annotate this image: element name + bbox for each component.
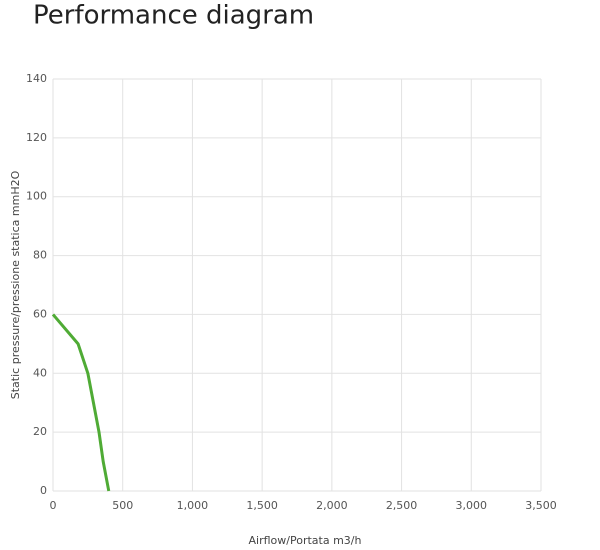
y-tick-label: 20 bbox=[33, 425, 47, 438]
chart-title: Performance diagram bbox=[33, 1, 314, 31]
x-tick-label: 3,500 bbox=[525, 499, 557, 512]
y-tick-label: 40 bbox=[33, 366, 47, 379]
x-tick-label: 2,000 bbox=[316, 499, 348, 512]
x-tick-label: 3,000 bbox=[456, 499, 488, 512]
y-axis-title: Static pressure/pressione statica mmH2O bbox=[9, 170, 22, 399]
data-line bbox=[51, 313, 111, 492]
x-tick-label: 1,000 bbox=[177, 499, 209, 512]
y-tick-label: 140 bbox=[26, 72, 47, 85]
y-tick-label: 100 bbox=[26, 190, 47, 203]
x-axis-title: Airflow/Portata m3/h bbox=[249, 534, 362, 547]
y-tick-label: 0 bbox=[40, 484, 47, 497]
x-tick-label: 500 bbox=[112, 499, 133, 512]
x-tick-label: 0 bbox=[50, 499, 57, 512]
x-tick-label: 2,500 bbox=[386, 499, 418, 512]
y-tick-label: 60 bbox=[33, 307, 47, 320]
x-tick-label: 1,500 bbox=[246, 499, 278, 512]
y-tick-label: 120 bbox=[26, 131, 47, 144]
y-tick-label: 80 bbox=[33, 249, 47, 262]
